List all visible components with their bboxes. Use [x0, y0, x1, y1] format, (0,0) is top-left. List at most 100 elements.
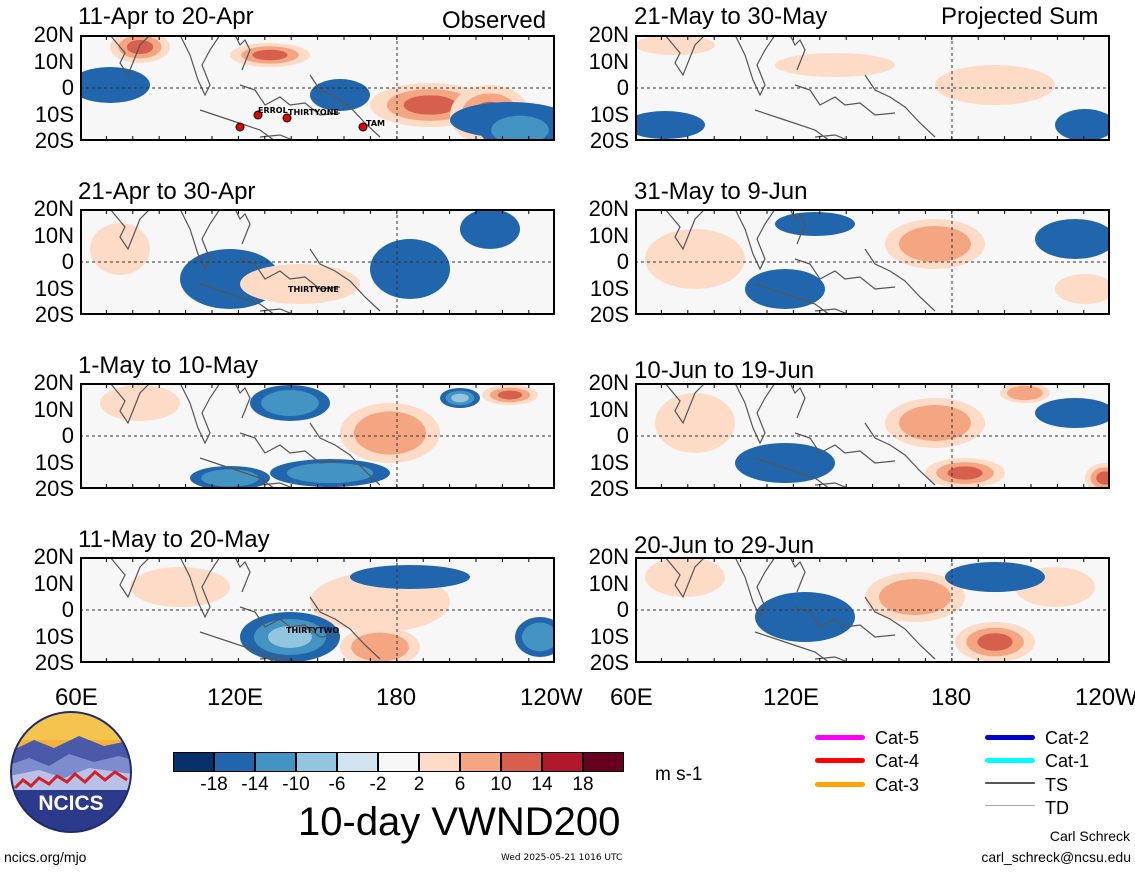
map-panel — [635, 35, 1110, 141]
legend-swatch — [985, 782, 1035, 784]
storm-label: THIRTYTWO — [286, 626, 340, 635]
legend-label: Cat-5 — [875, 728, 920, 748]
colorbar-swatch — [460, 752, 501, 772]
lat-label: 20N — [33, 196, 74, 221]
negative-anomaly-area — [268, 626, 312, 648]
positive-anomaly-area — [635, 35, 715, 55]
negative-anomaly-area — [261, 390, 319, 416]
negative-anomaly-area — [745, 269, 825, 309]
negative-anomaly-area — [522, 622, 555, 652]
legend-label: Cat-1 — [1045, 751, 1090, 771]
lon-label: 60E — [55, 684, 98, 711]
map-field — [635, 383, 1110, 489]
coastline — [864, 248, 936, 312]
coastline — [754, 283, 831, 315]
lat-label: 20N — [588, 196, 629, 221]
coastline — [109, 209, 151, 251]
panel-title: 20-Jun to 29-Jun — [634, 532, 815, 559]
coastline — [794, 606, 896, 638]
legend-label: TD — [1045, 798, 1069, 818]
storm-label: ERROL — [258, 106, 288, 115]
coastline — [309, 74, 381, 138]
negative-anomaly-area — [635, 111, 705, 139]
lon-label: 120E — [763, 684, 820, 711]
coastline — [199, 457, 276, 489]
map-field — [635, 35, 1110, 141]
logo-text: NCICS — [38, 792, 103, 815]
coastline — [754, 457, 831, 489]
positive-anomaly-area — [497, 390, 523, 400]
colorbar-tick-label: -14 — [241, 774, 269, 795]
negative-anomaly-area — [460, 209, 520, 249]
lat-label: 0 — [61, 423, 74, 448]
lat-label: 0 — [616, 249, 629, 274]
coastline — [789, 383, 806, 419]
coastline — [309, 596, 381, 660]
storm-label: THIRTYONE — [288, 285, 339, 294]
coastline — [109, 557, 151, 599]
positive-anomaly-area — [90, 223, 150, 275]
author-email[interactable]: carl_schreck@ncsu.edu — [981, 849, 1131, 865]
lat-label: 20S — [589, 302, 629, 327]
map-panel — [80, 209, 555, 315]
negative-anomaly-area — [755, 592, 855, 642]
positive-anomaly-area — [1096, 471, 1110, 485]
lat-label: 0 — [61, 597, 74, 622]
colorbar-swatch — [583, 752, 624, 772]
map-panel — [635, 557, 1110, 663]
positive-anomaly-area — [977, 633, 1013, 651]
legend-swatch — [815, 758, 865, 763]
coastline — [179, 557, 221, 619]
negative-anomaly-area — [201, 469, 259, 487]
coastline — [864, 422, 936, 486]
coastline — [239, 258, 341, 290]
coastline — [664, 35, 706, 77]
negative-anomaly-area — [945, 562, 1045, 592]
lat-label: 10S — [589, 101, 629, 127]
lon-label: 180 — [376, 684, 417, 711]
colorbar-swatch — [419, 752, 460, 772]
lat-label: 10N — [588, 396, 629, 422]
map-field — [80, 209, 555, 315]
panel-title: 11-May to 20-May — [78, 526, 270, 553]
projected-label: Projected Sum — [941, 3, 1099, 30]
lat-label: 20N — [588, 370, 629, 395]
lat-label: 10S — [34, 449, 74, 475]
footer-url[interactable]: ncics.org/mjo — [4, 849, 87, 865]
legend-swatch — [985, 735, 1035, 740]
lat-label: 10N — [588, 570, 629, 596]
negative-anomaly-area — [1035, 398, 1110, 428]
panel-title: 11-Apr to 20-Apr — [78, 3, 254, 30]
map-field — [80, 35, 555, 141]
positive-anomaly-area — [645, 557, 725, 597]
storm-marker — [282, 113, 292, 123]
positive-anomaly-area — [655, 393, 735, 453]
coastline — [789, 209, 806, 245]
legend-swatch — [985, 758, 1035, 763]
negative-anomaly-area — [775, 212, 855, 236]
colorbar-tick-label: 14 — [531, 774, 553, 795]
coastline — [734, 35, 776, 97]
lat-label: 20S — [589, 476, 629, 501]
storm-label: THIRTYONE — [288, 108, 339, 117]
colorbar-tick-label: 6 — [454, 774, 466, 795]
panel-title: 31-May to 9-Jun — [634, 178, 808, 205]
coastline — [794, 432, 896, 464]
coastline — [734, 209, 776, 271]
footer-timestamp: Wed 2025-05-21 1016 UTC — [501, 853, 623, 863]
positive-anomaly-area — [351, 632, 409, 662]
lat-label: 10S — [34, 101, 74, 127]
positive-anomaly-area — [1055, 274, 1110, 304]
negative-anomaly-area — [286, 462, 374, 484]
lon-label: 60E — [610, 684, 653, 711]
lat-label: 10N — [33, 222, 74, 248]
lat-label: 20S — [589, 650, 629, 675]
negative-anomaly-area — [491, 115, 549, 141]
map-field — [80, 557, 555, 663]
positive-anomaly-area — [130, 567, 230, 607]
lat-label: 0 — [61, 75, 74, 100]
coastline — [234, 383, 251, 419]
coastline — [234, 557, 251, 593]
colorbar-swatch — [542, 752, 583, 772]
ncics-logo[interactable]: NCICS — [9, 710, 133, 834]
